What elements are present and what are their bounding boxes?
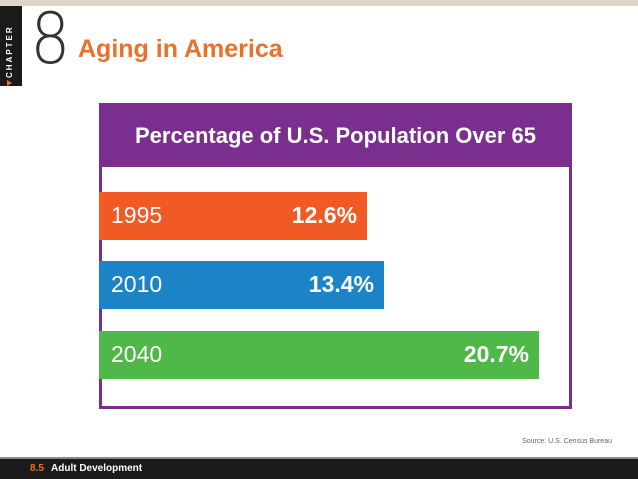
bar-category-label: 2010	[111, 271, 163, 297]
bar-category-label: 2040	[111, 341, 163, 367]
bar-2040: 2040 20.7%	[99, 331, 539, 379]
bar-2010: 2010 13.4%	[99, 261, 384, 309]
top-strip	[0, 0, 638, 6]
chart-frame: Percentage of U.S. Population Over 65 19…	[99, 103, 572, 409]
chapter-title: Aging in America	[78, 35, 283, 63]
arrow-icon	[7, 80, 12, 86]
footer-bar: 8.5 Adult Development	[0, 457, 638, 479]
bar-1995: 1995 12.6%	[99, 192, 367, 240]
source-note: Source: U.S. Census Bureau	[522, 438, 612, 445]
bar-category-label: 1995	[111, 202, 163, 228]
footer-course-title: Adult Development	[51, 463, 143, 474]
bar-value-label: 20.7%	[463, 341, 529, 367]
footer-page-number: 8.5	[30, 463, 44, 474]
footer-divider	[0, 457, 638, 459]
chapter-number: 8	[30, 0, 71, 80]
chart-header: Percentage of U.S. Population Over 65	[102, 106, 569, 167]
chapter-side-label: CHAPTER	[5, 25, 14, 78]
bar-value-label: 12.6%	[291, 202, 357, 228]
chapter-side-tab: CHAPTER	[0, 6, 22, 86]
bar-value-label: 13.4%	[308, 271, 374, 297]
chart-title: Percentage of U.S. Population Over 65	[135, 123, 536, 148]
